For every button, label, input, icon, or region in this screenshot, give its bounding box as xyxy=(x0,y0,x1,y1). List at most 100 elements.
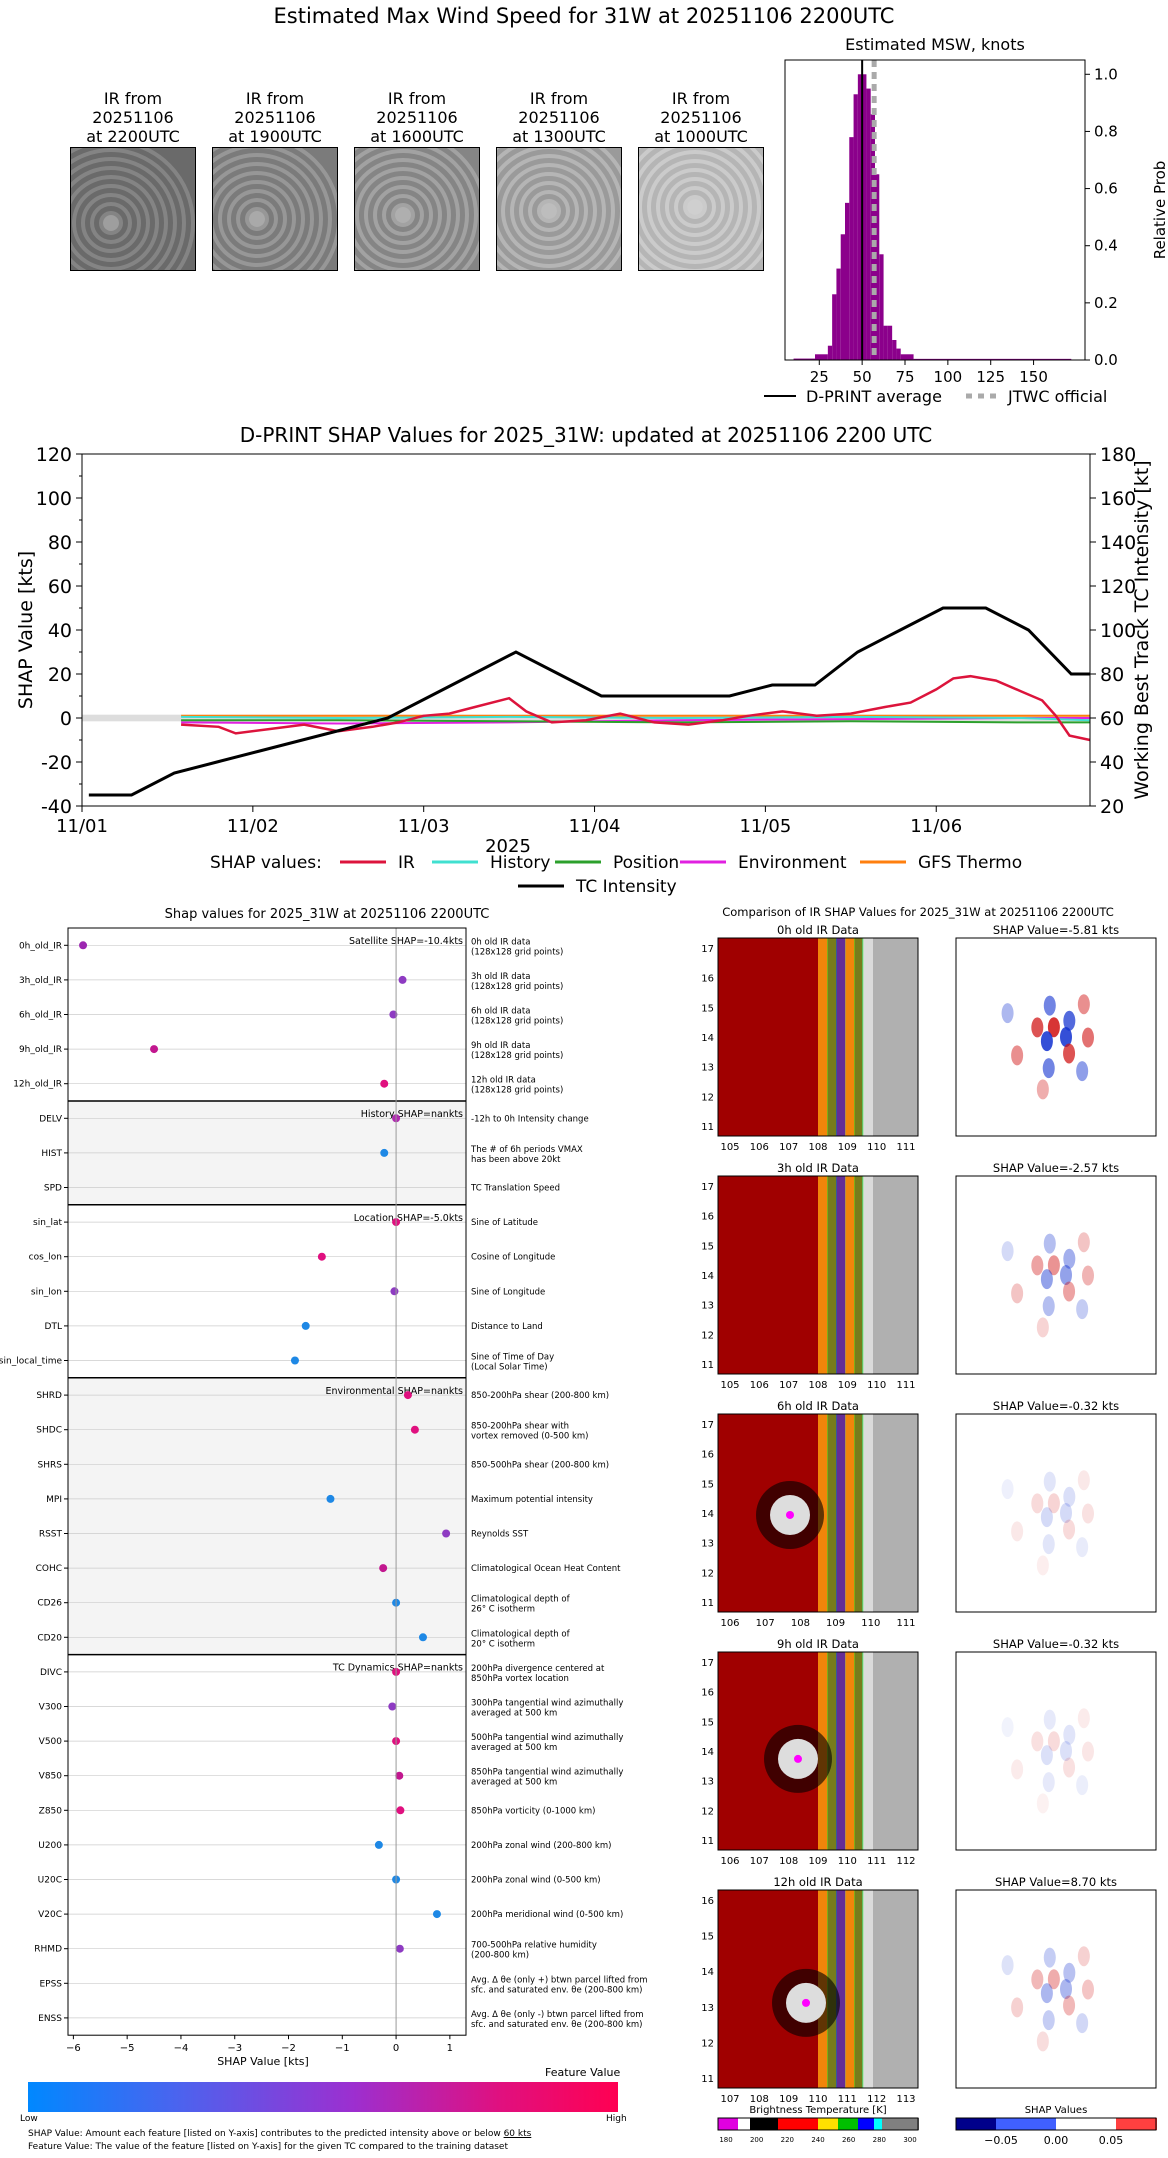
histogram-x-tick-label: 150 xyxy=(1019,368,1048,386)
ir-y-tick-label: 13 xyxy=(701,1301,714,1312)
shap-colorbar-tick: 0.05 xyxy=(1099,2134,1124,2147)
feature-desc: 20° C isotherm xyxy=(471,1639,535,1649)
bt-colorbar-tick: 220 xyxy=(781,2136,794,2144)
shap-image-blob xyxy=(1043,1947,1056,1968)
ir-thumb-label: IR from 20251106 at 2200UTC xyxy=(68,89,198,146)
ir-x-tick-label: 111 xyxy=(896,1380,915,1391)
ir-image-band xyxy=(827,938,837,1136)
feature-name: Z850 xyxy=(39,1806,63,1816)
feature-desc: vortex removed (0-500 km) xyxy=(471,1432,588,1442)
ir-x-tick-label: 110 xyxy=(867,1380,886,1391)
ir-thumb-core xyxy=(541,203,557,219)
shap-panel-title: SHAP Value=-0.32 kts xyxy=(993,1637,1119,1651)
bt-colorbar-segment xyxy=(718,2118,739,2130)
shap-image-blob xyxy=(1076,1061,1089,1082)
feature-desc: 200hPa meridional wind (0-500 km) xyxy=(471,1910,623,1920)
feature-shap-point xyxy=(403,1391,412,1400)
shap-image-blob xyxy=(1077,1708,1090,1729)
shap-image-blob xyxy=(1040,1745,1053,1766)
shap-image-blob xyxy=(1042,1296,1055,1317)
bt-colorbar-segment xyxy=(882,2118,919,2130)
ir-center-marker xyxy=(794,1754,802,1763)
y2-tick-label: 160 xyxy=(1100,488,1136,510)
ir-x-tick-label: 109 xyxy=(838,1142,857,1153)
feature-desc: has been above 20kt xyxy=(471,1155,561,1165)
legend-label: History xyxy=(490,853,550,873)
feature-desc: (Local Solar Time) xyxy=(471,1363,548,1373)
ir-thumb-band xyxy=(236,198,278,240)
scatter-x-tick-label: 0 xyxy=(393,2043,399,2054)
scatter-x-tick-label: −6 xyxy=(66,2043,81,2054)
ir-image-band xyxy=(818,938,828,1136)
histogram-y-tick-label: 0.4 xyxy=(1094,237,1118,255)
x-tick-label: 11/03 xyxy=(398,816,450,837)
legend-label: Environment xyxy=(738,853,847,873)
y-tick-label: -20 xyxy=(41,752,72,774)
y2-tick-label: 20 xyxy=(1100,796,1124,818)
ir-x-tick-label: 111 xyxy=(867,1856,886,1867)
ir-thumbnail-image xyxy=(213,148,337,270)
ir-thumb-band xyxy=(510,172,588,250)
feature-name: 3h_old_IR xyxy=(19,976,62,986)
ir-thumb-band xyxy=(71,166,168,270)
scatter-title: Shap values for 2025_31W at 20251106 220… xyxy=(165,907,490,922)
ir-thumb-band xyxy=(99,211,123,235)
histogram-x-tick-label: 125 xyxy=(976,368,1005,386)
scatter-x-label: SHAP Value [kts] xyxy=(217,2055,309,2068)
ir-thumb-band xyxy=(501,163,597,259)
ir-thumb-band xyxy=(639,148,761,270)
group-label: History SHAP=nankts xyxy=(361,1109,463,1120)
feature-name: EPSS xyxy=(39,1979,62,1989)
ir-x-tick-label: 110 xyxy=(861,1618,880,1629)
ir-thumbnail xyxy=(496,147,622,271)
feature-desc: 200hPa divergence centered at xyxy=(471,1664,605,1674)
ir-y-tick-label: 12 xyxy=(701,1568,714,1579)
ir-x-tick-label: 107 xyxy=(779,1142,798,1153)
shap-image-blob xyxy=(1040,1031,1053,1052)
bt-colorbar-tick: 240 xyxy=(811,2136,824,2144)
feature-name: sin_lon xyxy=(31,1287,62,1297)
feature-desc: averaged at 500 km xyxy=(471,1709,557,1719)
legend-average-label: D-PRINT average xyxy=(806,387,942,406)
shap-image-blob xyxy=(1036,1793,1049,1814)
feature-desc: Climatological Ocean Heat Content xyxy=(471,1564,621,1574)
ir-panel-title: 12h old IR Data xyxy=(773,1875,862,1889)
shap-image-bg xyxy=(956,1890,1156,2088)
ir-x-tick-label: 112 xyxy=(896,1856,915,1867)
histogram-bar xyxy=(849,137,854,360)
feature-desc: Sine of Latitude xyxy=(471,1218,538,1228)
ir-y-tick-label: 17 xyxy=(701,944,714,955)
ir-image-band xyxy=(863,1176,873,1374)
ir-x-tick-label: 107 xyxy=(756,1618,775,1629)
ir-y-tick-label: 16 xyxy=(701,974,714,985)
ir-thumb-band xyxy=(519,181,579,241)
shap-image-blob xyxy=(1036,1317,1049,1338)
feature-shap-point xyxy=(380,1148,389,1157)
shap-image-blob xyxy=(1047,1255,1060,1276)
feature-value-colorbar xyxy=(28,2082,618,2112)
ir-image-band xyxy=(854,1890,864,2088)
ir-thumb-label-line: at 2200UTC xyxy=(86,127,180,146)
feature-name: DTL xyxy=(45,1322,62,1332)
feature-name: SHRS xyxy=(38,1460,63,1470)
feature-desc: averaged at 500 km xyxy=(471,1743,557,1753)
shap-image-blob xyxy=(1042,1058,1055,1079)
tc-intensity-line xyxy=(88,606,1090,797)
feature-name: cos_lon xyxy=(29,1253,62,1263)
ir-thumb-label-line: at 1600UTC xyxy=(370,127,464,146)
bt-colorbar-segment xyxy=(874,2118,883,2130)
ir-x-tick-label: 112 xyxy=(867,2094,886,2105)
feature-name: sin_local_time xyxy=(0,1357,62,1367)
group-label: Satellite SHAP=-10.4kts xyxy=(349,936,463,947)
histogram-x-tick-label: 25 xyxy=(810,368,829,386)
shap-image-blob xyxy=(1060,1503,1072,1523)
ir-x-tick-label: 106 xyxy=(720,1618,739,1629)
shap-image-bg xyxy=(956,1176,1156,1374)
histogram-bar xyxy=(793,358,815,360)
feature-desc: Avg. Δ θe (only -) btwn parcel lifted fr… xyxy=(471,2010,644,2020)
feature-name: 0h_old_IR xyxy=(19,941,62,951)
y-tick-label: 100 xyxy=(36,488,72,510)
ir-y-tick-label: 15 xyxy=(701,1003,714,1014)
feature-name: V300 xyxy=(39,1703,63,1713)
shap-image-blob xyxy=(1036,1079,1049,1100)
